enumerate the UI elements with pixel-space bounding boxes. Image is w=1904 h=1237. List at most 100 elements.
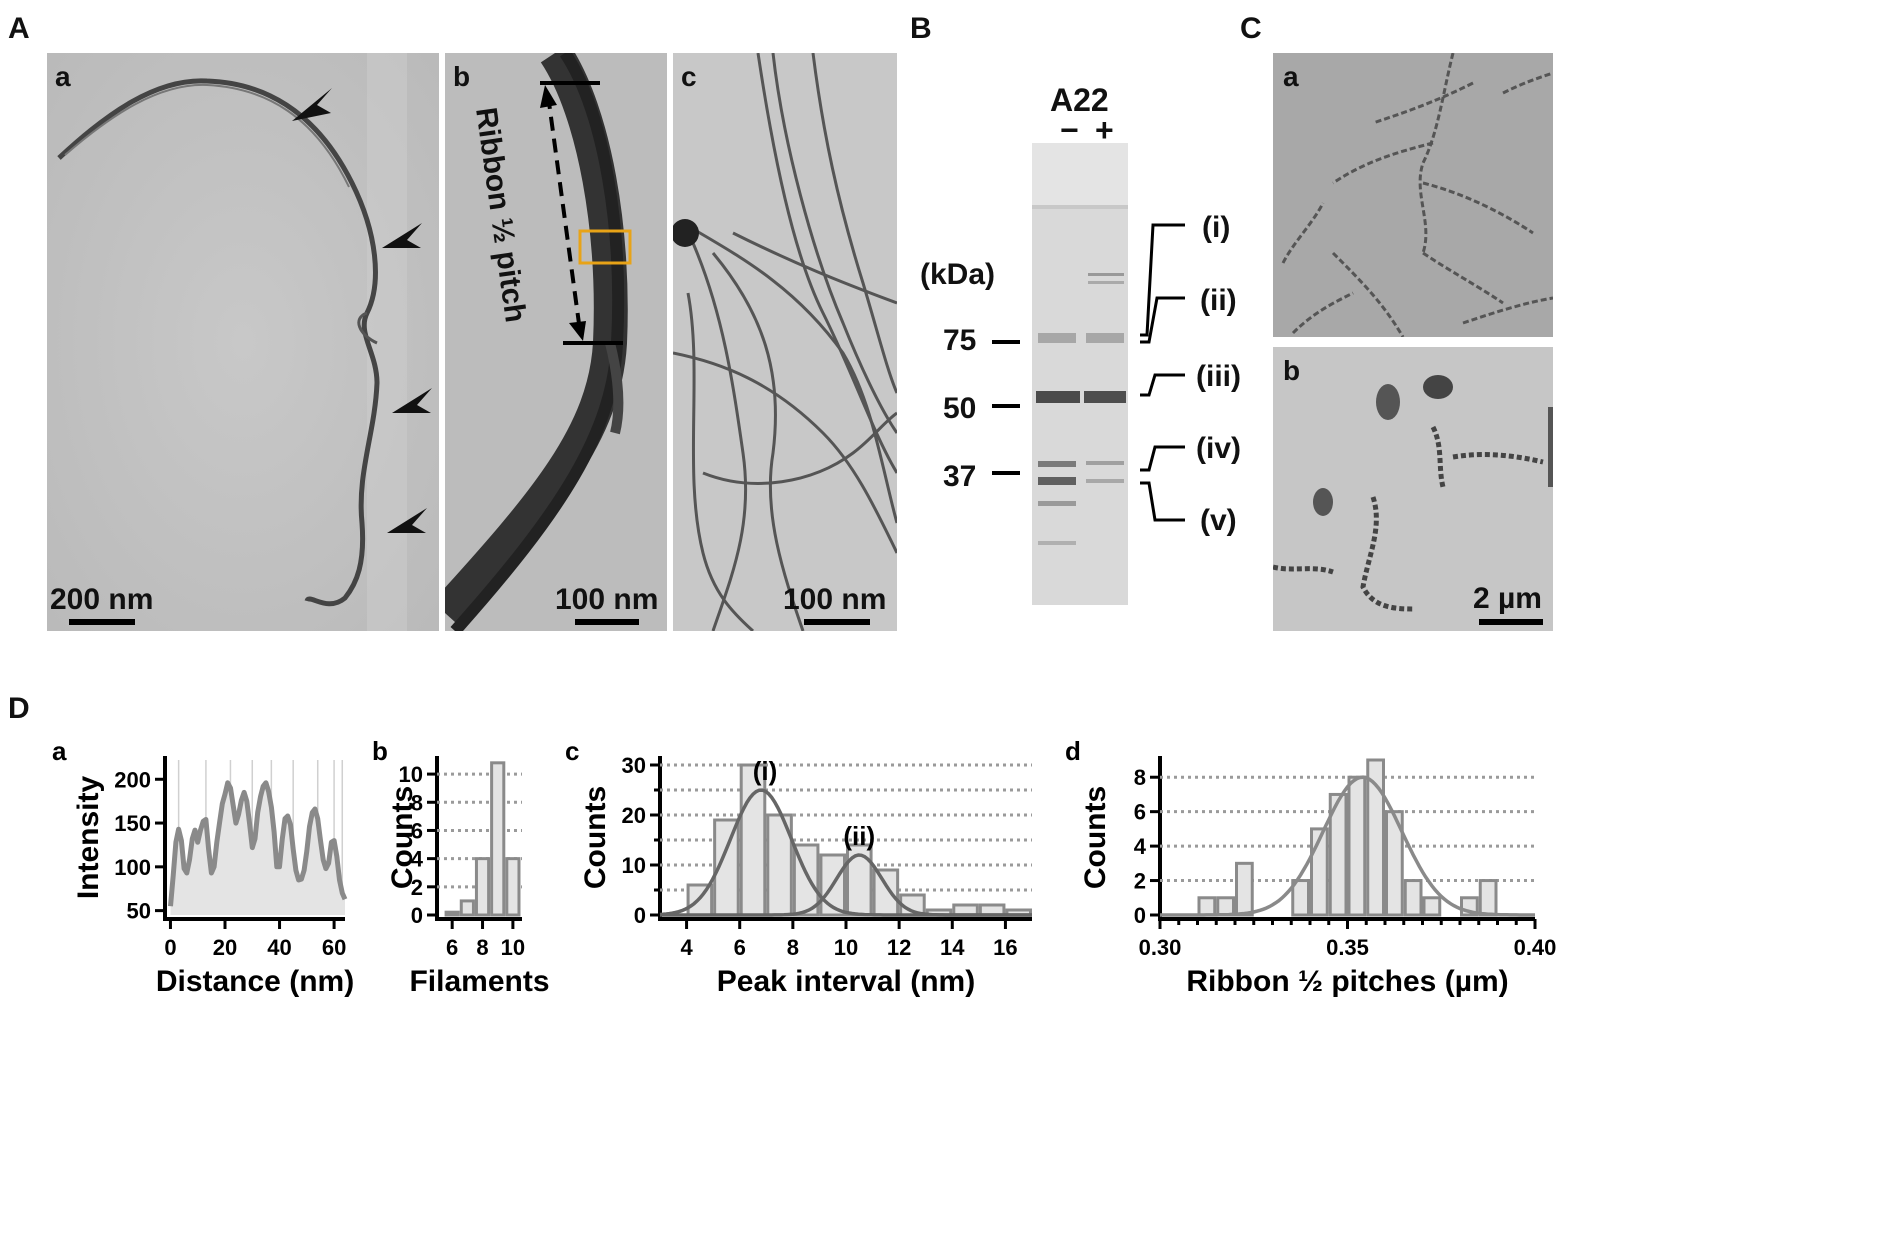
- marker-50: 50: [943, 392, 977, 425]
- histogram-bar: [1478, 879, 1498, 917]
- histogram-bar: [1385, 810, 1404, 917]
- bar: [505, 857, 521, 917]
- scale-label-Cb: 2 µm: [1473, 582, 1542, 615]
- bar: [459, 899, 475, 917]
- y-axis-label: Counts: [386, 786, 419, 889]
- y-tick-label: 2: [411, 875, 423, 900]
- x-axis-label: Ribbon ½ pitches (µm): [1186, 965, 1508, 998]
- panel-label-D: D: [8, 692, 30, 725]
- subpanel-label-Aa: a: [55, 61, 71, 92]
- x-axis-label: Filaments: [409, 965, 549, 998]
- panel-label-C: C: [1240, 12, 1262, 45]
- profile-area: [170, 782, 345, 915]
- micrograph-Ac-image: [673, 53, 897, 631]
- y-tick-label: 6: [1134, 800, 1146, 825]
- y-tick-label: 0: [1134, 903, 1146, 928]
- lane-minus-label: −: [1060, 112, 1079, 148]
- x-tick-label: 6: [734, 935, 746, 960]
- y-tick-label: 10: [622, 853, 646, 878]
- marker-37: 37: [943, 460, 977, 493]
- x-tick-label: 8: [476, 935, 488, 960]
- micrograph-Cb: b 2 µm: [1273, 347, 1553, 631]
- scale-bar-Ac: [804, 619, 870, 625]
- x-tick-label: 4: [680, 935, 693, 960]
- scale-label-Ab: 100 nm: [555, 583, 659, 616]
- x-tick-label: 10: [501, 935, 525, 960]
- x-tick-label: 0.40: [1514, 935, 1557, 960]
- y-tick-label: 20: [622, 803, 646, 828]
- x-tick-label: 40: [267, 935, 291, 960]
- scale-label-Ac: 100 nm: [783, 583, 887, 616]
- y-tick-label: 30: [622, 753, 646, 778]
- gel-title: A22: [1050, 82, 1109, 118]
- micrograph-Aa-image: [47, 53, 439, 631]
- micrograph-Ab-image: [445, 53, 667, 631]
- x-tick-label: 0.35: [1326, 935, 1369, 960]
- arrowhead-icon: [382, 223, 422, 248]
- y-tick-label: 150: [114, 811, 151, 836]
- x-tick-label: 6: [446, 935, 458, 960]
- micrograph-Aa: a 200 nm: [47, 53, 439, 631]
- micrograph-Ca: a: [1273, 53, 1553, 337]
- subpanel-label-Ca: a: [1283, 61, 1299, 92]
- y-tick-label: 0: [411, 903, 423, 928]
- x-tick-label: 8: [787, 935, 799, 960]
- y-tick-label: 2: [1134, 869, 1146, 894]
- histogram-bar: [1422, 896, 1442, 917]
- x-tick-label: 20: [213, 935, 237, 960]
- profile-line: [168, 780, 348, 907]
- y-tick-label: 200: [114, 767, 151, 792]
- x-tick-label: 10: [834, 935, 858, 960]
- band-label-ii: (ii): [1200, 284, 1237, 317]
- subpanel-label-Cb: b: [1283, 355, 1301, 386]
- y-axis-label: Intensity: [72, 776, 105, 900]
- scale-bar-Ab: [575, 619, 639, 625]
- histogram-bar: [1235, 861, 1254, 917]
- y-tick-label: 8: [411, 790, 423, 815]
- gaussian-fit-line: [660, 853, 1032, 917]
- x-tick-label: 12: [887, 935, 911, 960]
- arrowhead-icon: [392, 388, 432, 413]
- chart-Dd: d Ribbon ½ pitches (µm) Counts 0 2 4 6 8 0.30 0.3…: [1065, 736, 1557, 998]
- kda-unit-label: (kDa): [920, 258, 996, 291]
- x-tick-label: 60: [322, 935, 346, 960]
- x-tick-label: 16: [993, 935, 1017, 960]
- arrowhead-icon: [292, 88, 332, 121]
- scale-bar-Cb: [1479, 619, 1543, 625]
- fit-label: (i): [753, 756, 778, 786]
- x-tick-label: 0.30: [1139, 935, 1182, 960]
- band-label-iv: (iv): [1196, 432, 1241, 465]
- chart-panel-label: c: [565, 736, 579, 766]
- x-tick-label: 0: [164, 935, 176, 960]
- y-tick-label: 8: [1134, 765, 1146, 790]
- histogram-bar: [872, 868, 900, 917]
- y-tick-label: 6: [411, 818, 423, 843]
- y-tick-label: 100: [114, 855, 151, 880]
- bar: [444, 910, 460, 917]
- histogram-bar: [1197, 896, 1217, 917]
- histogram-bar: [1403, 879, 1423, 917]
- band-label-v: (v): [1200, 504, 1237, 537]
- micrograph-Ac: c 100 nm: [673, 53, 897, 631]
- band-label-iii: (iii): [1196, 360, 1241, 393]
- y-tick-label: 4: [1134, 834, 1147, 859]
- scale-bar-Aa: [69, 619, 135, 625]
- chart-Dc: c Peak interval (nm) Counts 0 10 20 30 (i) (ii) 4…: [565, 736, 1032, 998]
- lane-plus-label: +: [1095, 112, 1114, 148]
- band-label-i: (i): [1202, 211, 1231, 244]
- histogram-bar: [1347, 775, 1367, 917]
- histogram-bar: [1291, 879, 1310, 917]
- ribbon-pitch-arrow: [540, 81, 623, 345]
- y-tick-label: 10: [399, 762, 423, 787]
- panel-label-B: B: [910, 12, 932, 45]
- marker-75: 75: [943, 324, 977, 357]
- x-tick-label: 14: [940, 935, 965, 960]
- subpanel-label-Ab: b: [453, 61, 471, 92]
- histogram-bar: [739, 763, 767, 917]
- histogram-bar: [1366, 758, 1385, 917]
- micrograph-Ab: Ribbon ½ pitch b 100 nm: [445, 53, 667, 631]
- panel-label-A: A: [8, 12, 30, 45]
- y-tick-label: 50: [127, 899, 151, 924]
- chart-panel-label: b: [372, 736, 388, 766]
